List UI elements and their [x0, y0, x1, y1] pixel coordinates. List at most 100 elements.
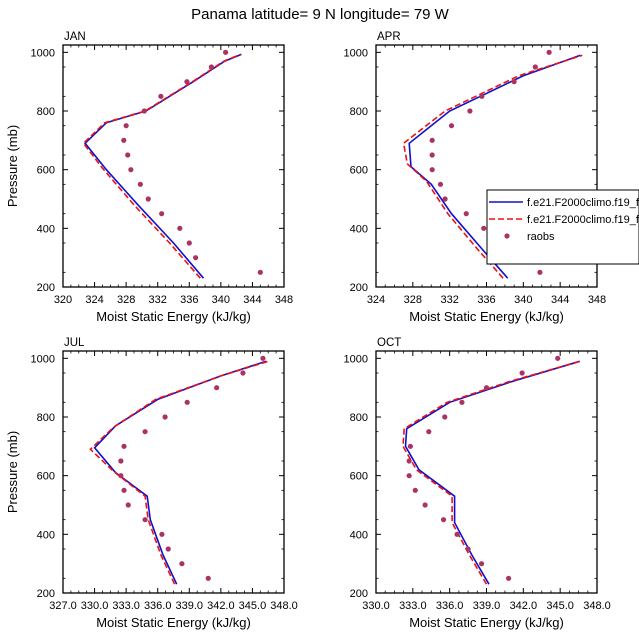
- raobs-point: [532, 64, 538, 70]
- model-line-solid: [84, 53, 242, 279]
- raobs-point: [141, 108, 147, 114]
- legend: f.e21.F2000climo.f19_f19_mg17.DPC... f.e2…: [486, 189, 639, 265]
- y-tick-label: 600: [350, 165, 368, 177]
- raobs-point: [483, 385, 490, 391]
- legend-entry-label: f.e21.F2000climo.f19_f19_mg17.DPC...: [527, 197, 639, 209]
- y-tick-label: 600: [37, 471, 55, 483]
- figure-title: Panama latitude= 9 N longitude= 79 W: [191, 6, 450, 23]
- y-tick-label: 800: [350, 106, 368, 118]
- panel-label: JUL: [64, 337, 85, 349]
- x-tick-label: 324: [367, 294, 385, 306]
- raobs-point: [145, 196, 151, 202]
- chart-panel-oct: OCT 330.0 333.0 336.0 339.0 342.0 345.0 348.0 20…: [344, 337, 611, 630]
- model-line-dashed: [402, 54, 583, 279]
- raobs-point: [537, 269, 543, 275]
- y-tick-label: 800: [37, 412, 55, 424]
- raobs-point: [422, 502, 428, 508]
- raobs-point: [429, 137, 435, 143]
- y-tick-label: 1000: [31, 353, 55, 365]
- raobs-point: [459, 399, 465, 405]
- raobs-point: [118, 473, 124, 479]
- x-tick-label: 348: [275, 294, 293, 306]
- y-tick-label: 600: [37, 165, 55, 177]
- x-tick-label: 344: [551, 294, 569, 306]
- raobs-point: [463, 211, 469, 217]
- raobs-point: [478, 561, 485, 567]
- x-tick-label: 333.0: [399, 600, 427, 612]
- raobs-point: [159, 531, 165, 537]
- y-tick-label: 400: [350, 223, 368, 235]
- x-tick-label: 340: [514, 294, 532, 306]
- panel-label: APR: [377, 31, 401, 43]
- model-line-dashed: [89, 360, 269, 585]
- legend-entry-label: f.e21.F2000climo.f19_f19_mg17.DPC...: [527, 214, 639, 226]
- raobs-point: [454, 531, 460, 537]
- raobs-point: [184, 79, 190, 85]
- x-tick-label: 344: [243, 294, 261, 306]
- raobs-point: [506, 575, 512, 581]
- legend-marker-raobs: [504, 233, 510, 239]
- raobs-point: [123, 123, 129, 129]
- legend-entry-label: raobs: [527, 231, 555, 243]
- x-tick-label: 345.0: [239, 600, 267, 612]
- x-tick-label: 348: [588, 294, 606, 306]
- x-tick-label: 328: [117, 294, 135, 306]
- model-line-dashed: [402, 360, 581, 585]
- raobs-point: [442, 414, 448, 420]
- raobs-point: [137, 181, 143, 187]
- raobs-point: [467, 108, 473, 114]
- raobs-point: [555, 355, 561, 361]
- raobs-point: [412, 487, 418, 493]
- raobs-point: [442, 196, 448, 202]
- x-tick-label: 336.0: [436, 600, 464, 612]
- x-tick-label: 336.0: [144, 600, 172, 612]
- raobs-point: [406, 473, 412, 479]
- x-axis-label: Moist Static Energy (kJ/kg): [96, 615, 251, 630]
- raobs-point: [429, 167, 435, 173]
- raobs-point: [437, 181, 444, 187]
- raobs-point: [208, 64, 214, 70]
- x-tick-label: 342.0: [510, 600, 538, 612]
- y-tick-label: 1000: [31, 47, 55, 59]
- raobs-point: [205, 575, 211, 581]
- raobs-point: [429, 152, 435, 158]
- raobs-point: [440, 517, 447, 523]
- raobs-point: [159, 211, 165, 217]
- x-tick-label: 340: [212, 294, 230, 306]
- x-tick-label: 320: [54, 294, 72, 306]
- panel-label: OCT: [377, 337, 401, 349]
- raobs-point: [179, 561, 185, 567]
- y-tick-label: 400: [37, 529, 55, 541]
- x-tick-label: 339.0: [176, 600, 204, 612]
- x-tick-label: 342.0: [207, 600, 235, 612]
- x-tick-label: 339.0: [473, 600, 501, 612]
- x-tick-label: 324: [85, 294, 103, 306]
- raobs-point: [128, 167, 134, 173]
- raobs-point: [214, 385, 220, 391]
- raobs-point: [121, 487, 127, 493]
- plot-frame: [62, 44, 285, 288]
- x-tick-label: 348.0: [583, 600, 611, 612]
- raobs-point: [165, 546, 171, 552]
- raobs-point: [260, 355, 266, 361]
- x-axis-label: Moist Static Energy (kJ/kg): [409, 615, 564, 630]
- x-tick-label: 328: [404, 294, 422, 306]
- raobs-point: [121, 137, 127, 143]
- x-tick-label: 327.0: [49, 600, 77, 612]
- model-line-dashed: [82, 53, 241, 279]
- y-axis-label: Pressure (mb): [5, 125, 20, 207]
- raobs-point: [546, 49, 552, 55]
- chart-panel-jan: JAN 320 324 328 332 336 340 344 348 200 400 600 800 1…: [5, 31, 293, 324]
- chart-panel-apr: APR 324 328 332 336 340 344 348 200 400 600 800 1000…: [344, 31, 639, 324]
- y-tick-label: 800: [37, 106, 55, 118]
- raobs-point: [186, 240, 192, 246]
- raobs-point: [240, 370, 246, 376]
- raobs-point: [184, 399, 190, 405]
- raobs-point: [257, 269, 263, 275]
- raobs-point: [142, 429, 148, 435]
- raobs-point: [407, 443, 413, 449]
- raobs-point: [177, 225, 183, 231]
- y-tick-label: 800: [350, 412, 368, 424]
- raobs-point: [121, 443, 127, 449]
